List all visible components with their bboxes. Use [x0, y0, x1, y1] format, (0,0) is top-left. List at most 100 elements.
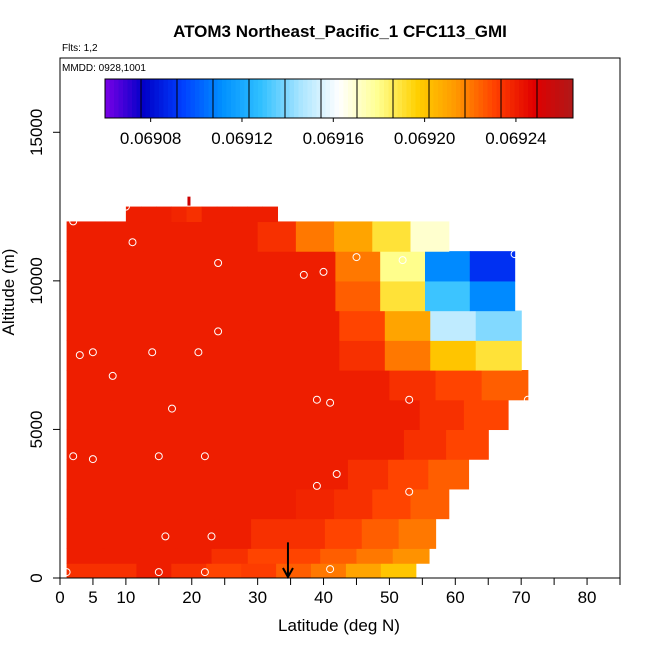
sample-point — [405, 395, 414, 404]
sample-point — [200, 568, 209, 577]
field-cell — [111, 280, 157, 312]
field-cell — [108, 429, 152, 460]
colorbar-swatch — [325, 79, 331, 118]
field-cell — [295, 488, 335, 520]
sample-point — [69, 217, 78, 226]
colorbar: 0.06908 0.06912 0.06916 0.06920 0.06924 — [104, 78, 574, 148]
field-cell — [66, 310, 113, 341]
field-cell — [66, 251, 112, 282]
field-cell — [136, 563, 172, 578]
colorbar-swatch — [145, 79, 151, 118]
x-tick-label: 60 — [446, 588, 465, 607]
field-cell — [243, 399, 288, 431]
colorbar-swatch — [384, 79, 389, 118]
concentration-field — [66, 206, 529, 578]
colorbar-swatch — [118, 79, 124, 118]
field-cell — [214, 518, 252, 549]
colorbar-swatch — [195, 79, 200, 118]
field-cell — [380, 280, 426, 312]
colorbar-swatch — [343, 79, 349, 118]
colorbar-swatch — [190, 79, 196, 118]
colorbar-bin — [141, 79, 178, 118]
colorbar-swatch — [528, 79, 533, 118]
field-row — [66, 518, 437, 549]
colorbar-swatch — [276, 79, 281, 118]
field-row — [66, 488, 450, 520]
colorbar-swatch — [415, 79, 421, 118]
field-cell — [146, 459, 188, 490]
field-cell — [157, 310, 204, 341]
field-cell — [104, 488, 144, 520]
sample-point — [128, 238, 137, 247]
x-axis: 0 5 10 20 30 40 50 60 70 80 — [55, 578, 621, 607]
colorbar-bin — [429, 79, 466, 118]
field-cell — [319, 429, 363, 460]
markers — [187, 196, 294, 580]
field-cell — [251, 518, 289, 549]
field-row — [66, 280, 516, 312]
colorbar-swatch — [222, 79, 227, 118]
sample-point — [75, 351, 84, 360]
field-cell — [424, 280, 471, 312]
y-tick-label: 5000 — [27, 411, 46, 449]
field-cell — [372, 221, 412, 252]
colorbar-bin — [213, 79, 250, 118]
field-cell — [361, 429, 405, 460]
colorbar-swatch — [217, 79, 223, 118]
colorbar-swatch — [334, 79, 340, 118]
field-cell — [284, 548, 321, 564]
field-cell — [343, 370, 391, 401]
colorbar-swatch — [541, 79, 547, 118]
field-cell — [158, 370, 206, 401]
field-cell — [290, 280, 336, 312]
sample-point — [207, 532, 216, 541]
colorbar-bin — [249, 79, 286, 118]
field-cell — [66, 280, 112, 312]
colorbar-swatch — [469, 79, 475, 118]
field-cell — [66, 221, 106, 252]
colorbar-swatch — [316, 79, 322, 118]
colorbar-swatch — [271, 79, 277, 118]
colorbar-swatch — [231, 79, 236, 118]
field-cell — [66, 370, 114, 401]
colorbar-swatch — [240, 79, 245, 118]
colorbar-bin — [321, 79, 358, 118]
colorbar-swatch — [352, 79, 358, 118]
field-cell — [200, 251, 247, 282]
colorbar-swatch — [208, 79, 214, 118]
field-cell — [435, 370, 483, 401]
field-cell — [361, 518, 400, 549]
colorbar-swatch — [550, 79, 556, 118]
field-cell — [181, 488, 221, 520]
field-row — [66, 251, 516, 282]
colorbar-swatch — [249, 79, 254, 118]
field-row — [66, 399, 509, 431]
field-cell — [219, 488, 259, 520]
colorbar-swatch — [339, 79, 344, 118]
colorbar-swatch — [114, 79, 119, 118]
field-cell — [307, 459, 349, 490]
x-axis-title: Latitude (deg N) — [278, 616, 400, 635]
field-cell — [104, 221, 144, 252]
field-cell — [202, 340, 250, 371]
colorbar-swatch — [298, 79, 304, 118]
x-tick-label: 80 — [578, 588, 597, 607]
field-cell — [287, 518, 326, 549]
field-cell — [206, 563, 242, 578]
colorbar-swatch — [159, 79, 164, 118]
field-cell — [66, 459, 108, 490]
colorbar-swatch — [510, 79, 515, 118]
colorbar-swatch — [564, 79, 569, 118]
colorbar-swatch — [429, 79, 434, 118]
arrow-head — [282, 567, 294, 580]
colorbar-frame — [104, 78, 574, 119]
chart-title: ATOM3 Northeast_Pacific_1 CFC113_GMI — [173, 22, 507, 41]
field-cell — [430, 340, 477, 371]
field-cell — [200, 280, 247, 312]
field-cell — [154, 399, 200, 431]
sample-point — [214, 327, 223, 336]
field-cell — [66, 518, 105, 549]
field-cell — [392, 548, 430, 564]
colorbar-swatch — [294, 79, 299, 118]
